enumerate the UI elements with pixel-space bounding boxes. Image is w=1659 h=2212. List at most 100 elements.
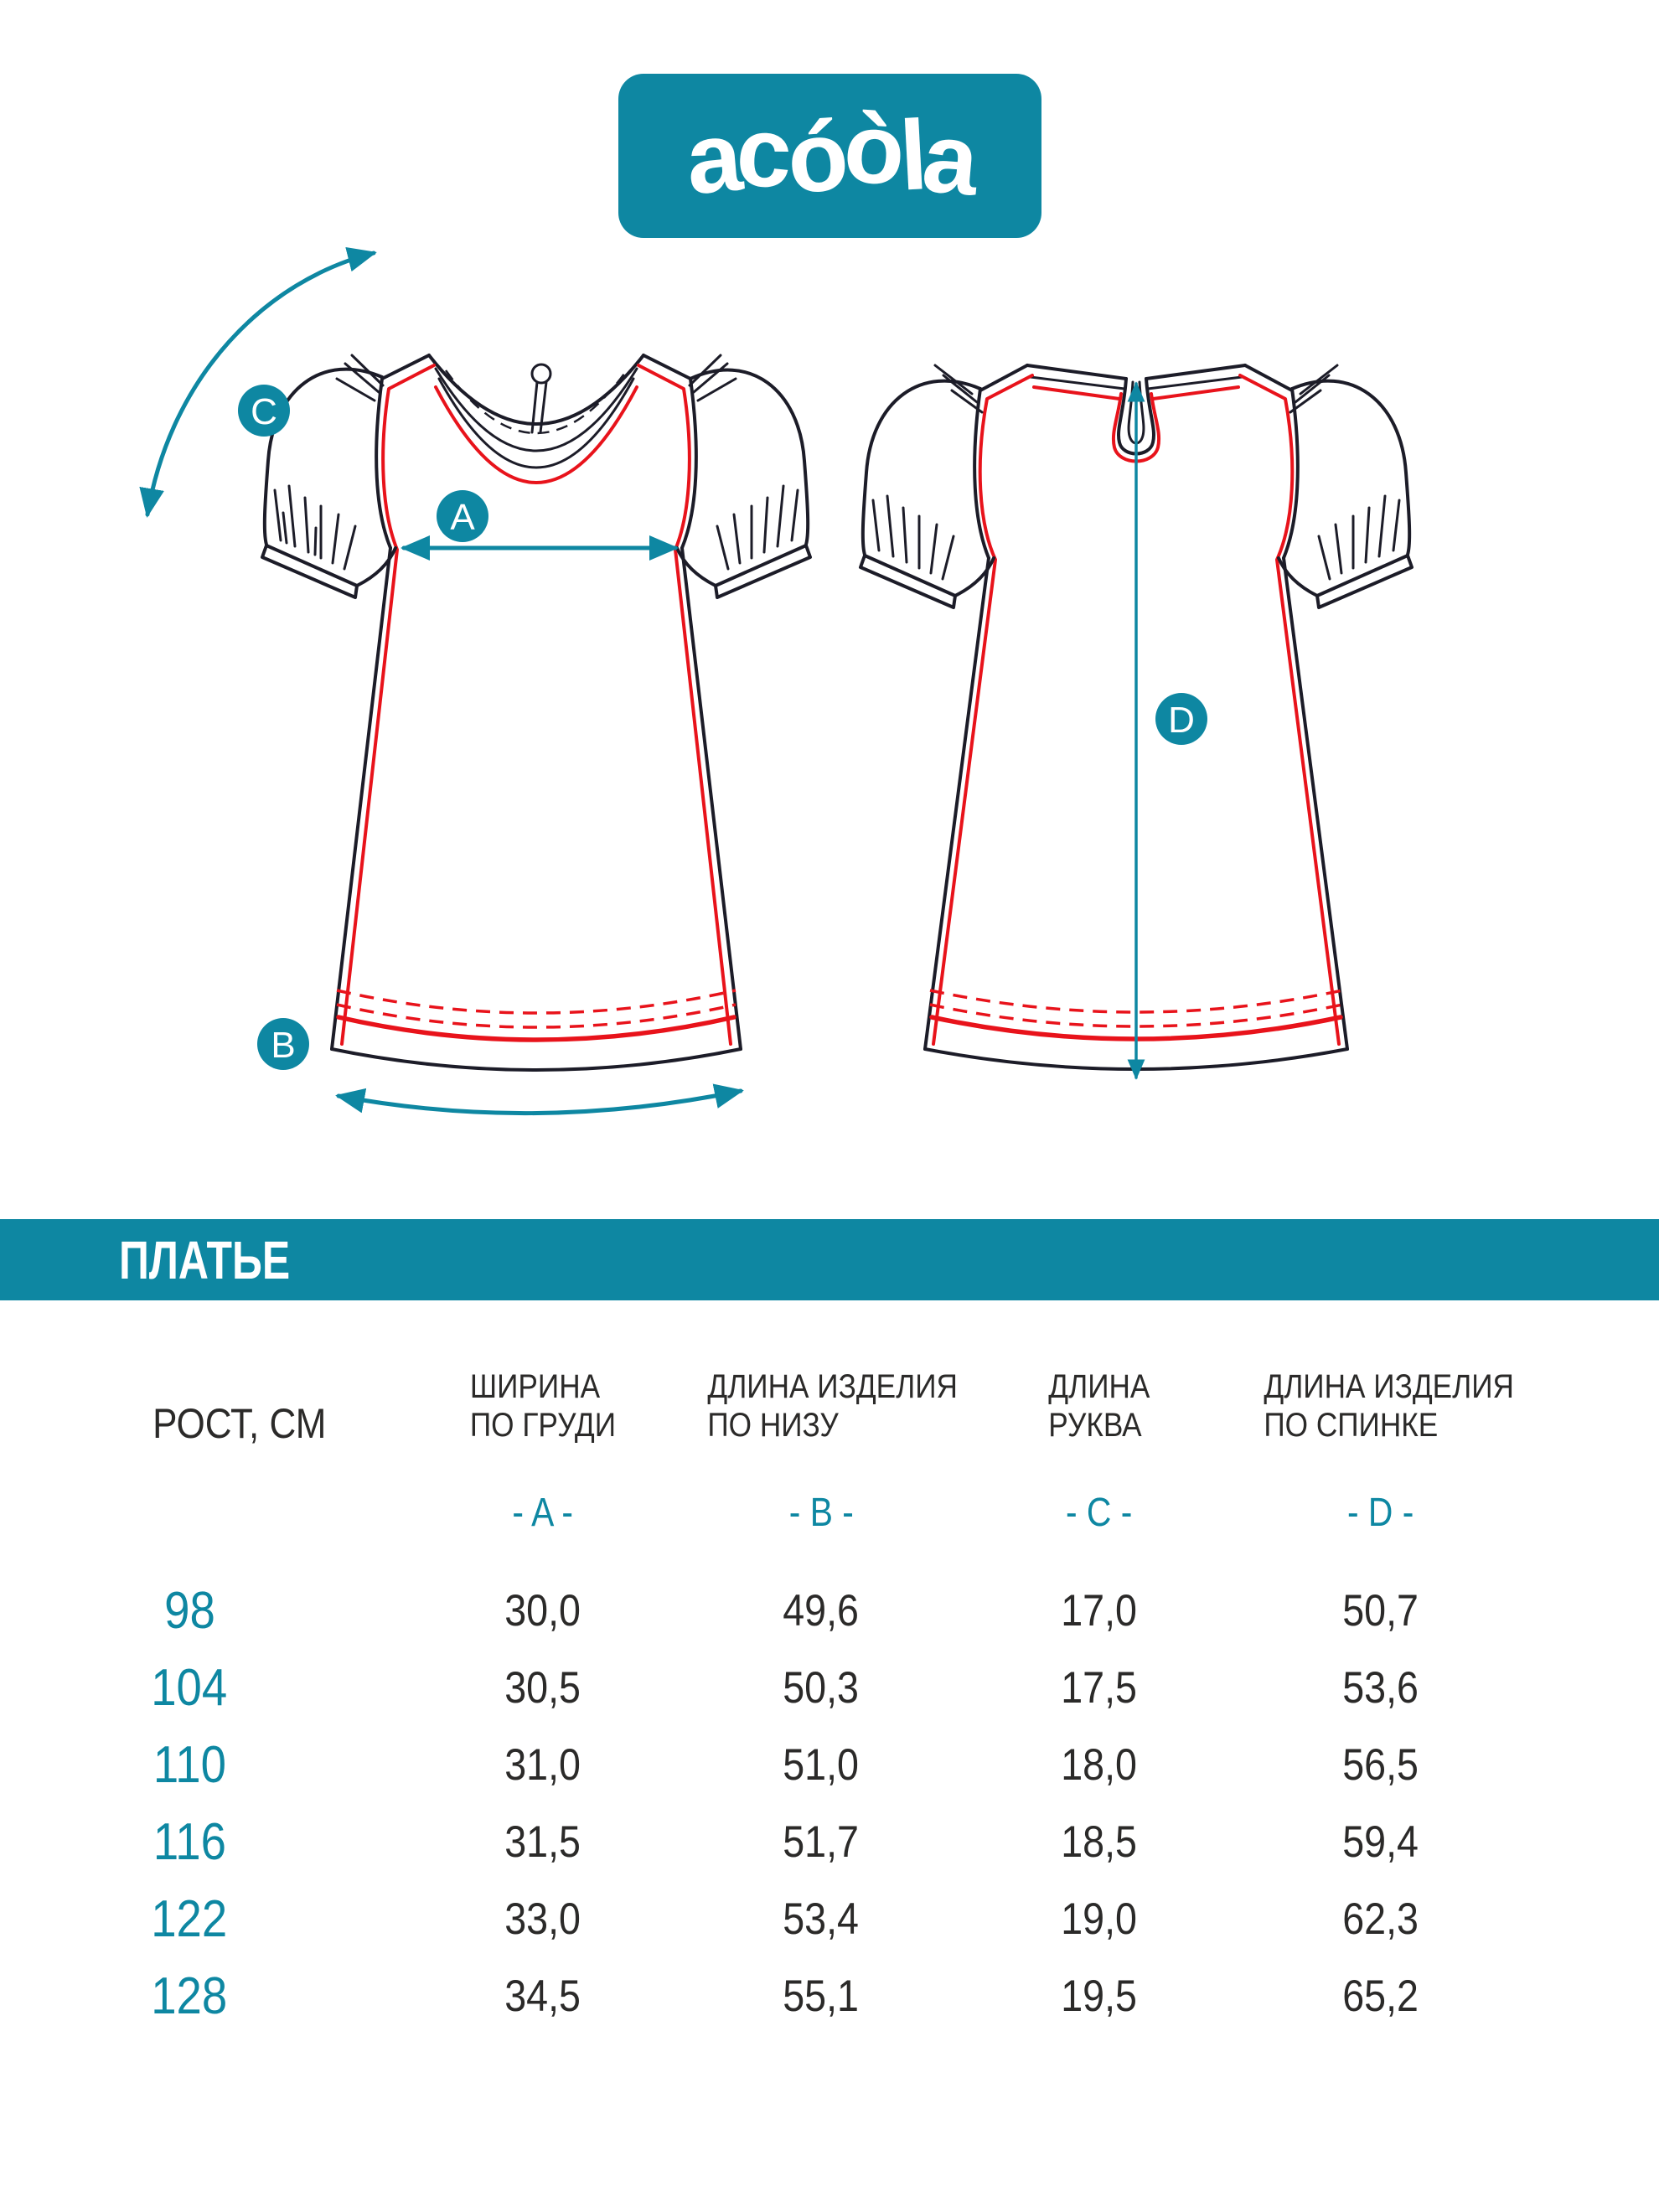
value-d: 65,2	[1342, 1971, 1419, 2021]
measure-arrow-c	[139, 246, 377, 518]
value-b: 50,3	[783, 1662, 860, 1713]
measure-value: 18,5	[952, 1817, 1247, 1868]
table-row: 104 30,5 50,3 17,5 53,6	[84, 1649, 1515, 1726]
measure-arrow-b	[335, 1083, 744, 1116]
header-column-a: ШИРИНА ПО ГРУДИ	[395, 1367, 690, 1445]
marker-circle-c	[238, 385, 290, 437]
value-d: 50,7	[1342, 1585, 1419, 1636]
letter-cell-a: - A -	[395, 1490, 690, 1536]
measure-value: 34,5	[395, 1971, 690, 2022]
measure-value: 49,6	[690, 1585, 952, 1636]
size-116: 116	[152, 1812, 226, 1871]
measure-value: 30,5	[395, 1662, 690, 1713]
measurement-annotations: A B C D	[139, 246, 1207, 1116]
header-size-column: РОСТ, СМ	[84, 1403, 395, 1445]
table-header-row: РОСТ, СМ ШИРИНА ПО ГРУДИ ДЛИНА ИЗДЕЛИЯ ПО …	[84, 1357, 1515, 1445]
measure-value: 50,3	[690, 1662, 952, 1713]
measure-value: 31,5	[395, 1817, 690, 1868]
size-value: 128	[84, 1967, 395, 2026]
measure-value: 18,0	[952, 1739, 1247, 1791]
column-letter-c: - C -	[1066, 1491, 1133, 1535]
gather-lines	[716, 484, 799, 571]
column-letter-b: - B -	[788, 1491, 854, 1535]
marker-circle-a	[437, 490, 488, 542]
value-d: 62,3	[1342, 1894, 1419, 1944]
value-b: 51,0	[783, 1739, 860, 1790]
value-c: 17,0	[1061, 1585, 1138, 1636]
value-d: 56,5	[1342, 1739, 1419, 1790]
column-title-line: ШИРИНА	[469, 1368, 601, 1405]
letter-cell-b: - B -	[690, 1490, 952, 1536]
value-c: 19,5	[1061, 1971, 1138, 2021]
measure-value: 65,2	[1247, 1971, 1515, 2022]
size-110: 110	[152, 1735, 226, 1794]
measure-value: 31,0	[395, 1739, 690, 1791]
value-b: 51,7	[783, 1817, 860, 1867]
header-column-b: ДЛИНА ИЗДЕЛИЯ ПО НИЗУ	[690, 1367, 958, 1445]
value-a: 30,0	[504, 1585, 581, 1636]
gather-lines	[335, 354, 385, 402]
value-a: 31,0	[504, 1739, 581, 1790]
value-b: 49,6	[783, 1585, 860, 1636]
value-a: 34,5	[504, 1971, 581, 2021]
measure-value: 59,4	[1247, 1817, 1515, 1868]
measure-value: 56,5	[1247, 1739, 1515, 1791]
size-value: 110	[84, 1735, 395, 1795]
dress-front-view	[261, 354, 812, 1072]
hem-stitch-line	[929, 1003, 1343, 1028]
table-row: 98 30,0 49,6 17,0 50,7	[84, 1572, 1515, 1649]
measure-value: 33,0	[395, 1894, 690, 1945]
gather-lines	[273, 484, 357, 571]
size-table: РОСТ, СМ ШИРИНА ПО ГРУДИ ДЛИНА ИЗДЕЛИЯ ПО …	[84, 1357, 1515, 2034]
gather-lines	[933, 364, 984, 414]
column-title-line: РУКВА	[1048, 1407, 1142, 1444]
value-c: 19,0	[1061, 1894, 1138, 1944]
value-c: 18,5	[1061, 1817, 1138, 1867]
column-title-line: ДЛИНА ИЗДЕЛИЯ	[707, 1368, 958, 1405]
value-c: 17,5	[1061, 1662, 1138, 1713]
measure-value: 17,0	[952, 1585, 1247, 1636]
value-d: 53,6	[1342, 1662, 1419, 1713]
column-title-line: ПО НИЗУ	[707, 1407, 839, 1444]
table-body: 98 30,0 49,6 17,0 50,7 104 30,5 50,3 17,…	[84, 1572, 1515, 2034]
acoola-logo: acóòla	[618, 74, 1041, 238]
value-c: 18,0	[1061, 1739, 1138, 1790]
gather-lines	[1317, 494, 1401, 581]
measure-value: 19,0	[952, 1894, 1247, 1945]
hem-stitch-line	[336, 989, 736, 1015]
marker-circle-b	[257, 1018, 309, 1070]
dress-diagram: A B C D	[139, 246, 1414, 1116]
value-a: 30,5	[504, 1662, 581, 1713]
column-letter-a: - A -	[512, 1491, 574, 1535]
table-row: 128 34,5 55,1 19,5 65,2	[84, 1957, 1515, 2034]
marker-letter-b: B	[271, 1025, 295, 1066]
hem-stitch-line	[336, 1003, 736, 1029]
size-122: 122	[151, 1889, 228, 1948]
marker-circle-d	[1155, 693, 1207, 745]
table-row: 110 31,0 51,0 18,0 56,5	[84, 1726, 1515, 1803]
column-letter-d: - D -	[1347, 1491, 1414, 1535]
dress-back-view	[859, 364, 1414, 1071]
measure-value: 30,0	[395, 1585, 690, 1636]
value-b: 55,1	[783, 1971, 860, 2021]
size-98: 98	[163, 1581, 215, 1640]
letter-cell-c: - C -	[952, 1490, 1247, 1536]
marker-letter-a: A	[450, 497, 475, 538]
column-title-line: ДЛИНА ИЗДЕЛИЯ	[1264, 1368, 1514, 1405]
hem-stitch-line	[929, 989, 1343, 1014]
measure-value: 50,7	[1247, 1585, 1515, 1636]
column-title-line: ПО СПИНКЕ	[1264, 1407, 1439, 1444]
table-letters-row: - A - - B - - C - - D -	[84, 1490, 1515, 1536]
marker-letter-c: C	[251, 391, 277, 432]
size-value: 98	[84, 1581, 395, 1641]
measure-value: 17,5	[952, 1662, 1247, 1713]
value-a: 33,0	[504, 1894, 581, 1944]
measure-value: 51,0	[690, 1739, 952, 1791]
table-row: 122 33,0 53,4 19,0 62,3	[84, 1880, 1515, 1957]
header-column-d: ДЛИНА ИЗДЕЛИЯ ПО СПИНКЕ	[1247, 1367, 1515, 1445]
letter-cell-d: - D -	[1247, 1490, 1515, 1536]
table-row: 116 31,5 51,7 18,5 59,4	[84, 1803, 1515, 1880]
size-128: 128	[151, 1967, 228, 2025]
header-column-c: ДЛИНА РУКВА	[952, 1367, 1247, 1445]
